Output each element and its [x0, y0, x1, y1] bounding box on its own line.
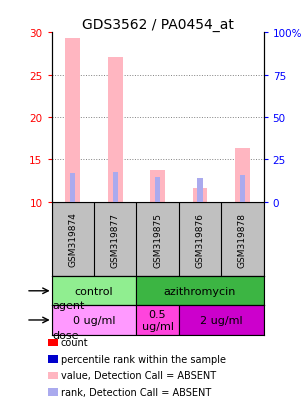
- Bar: [52, 277, 136, 306]
- Text: 2 ug/ml: 2 ug/ml: [200, 315, 242, 325]
- Text: dose: dose: [53, 330, 79, 340]
- Bar: [108, 57, 123, 202]
- Text: count: count: [61, 337, 88, 348]
- Bar: [65, 39, 80, 202]
- Bar: [193, 189, 208, 202]
- Text: rank, Detection Call = ABSENT: rank, Detection Call = ABSENT: [61, 387, 211, 397]
- Bar: [198, 179, 202, 202]
- Text: agent: agent: [53, 301, 85, 311]
- Text: GSM319874: GSM319874: [68, 212, 77, 267]
- Title: GDS3562 / PA0454_at: GDS3562 / PA0454_at: [82, 18, 234, 32]
- Text: 0.5
ug/ml: 0.5 ug/ml: [142, 309, 174, 331]
- Bar: [113, 173, 118, 202]
- Text: GSM319878: GSM319878: [238, 212, 247, 267]
- Bar: [179, 306, 264, 335]
- Text: 0 ug/ml: 0 ug/ml: [73, 315, 115, 325]
- Bar: [52, 306, 136, 335]
- Bar: [70, 173, 75, 202]
- Bar: [150, 170, 165, 202]
- Bar: [155, 178, 160, 202]
- Text: GSM319876: GSM319876: [195, 212, 205, 267]
- Text: GSM319877: GSM319877: [111, 212, 120, 267]
- Bar: [235, 149, 250, 202]
- Text: percentile rank within the sample: percentile rank within the sample: [61, 354, 226, 364]
- Bar: [136, 277, 264, 306]
- Text: GSM319875: GSM319875: [153, 212, 162, 267]
- Text: value, Detection Call = ABSENT: value, Detection Call = ABSENT: [61, 370, 216, 380]
- Bar: [240, 175, 245, 202]
- Text: azithromycin: azithromycin: [164, 286, 236, 296]
- Bar: [136, 306, 179, 335]
- Text: control: control: [75, 286, 113, 296]
